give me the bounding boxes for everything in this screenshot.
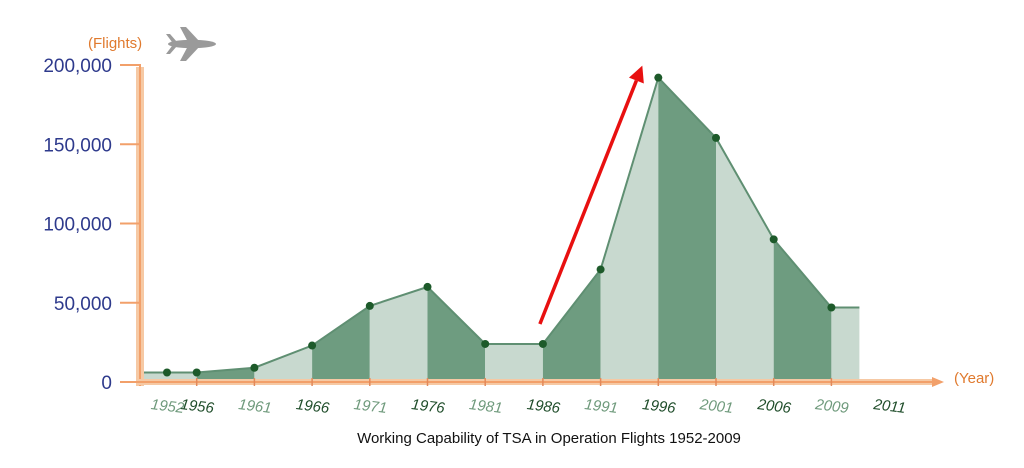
x-tick-label: 1966 — [295, 396, 331, 417]
area-band — [542, 269, 601, 382]
x-tick-label: 2006 — [756, 396, 793, 417]
axes-layer — [120, 64, 944, 387]
area-band — [427, 286, 486, 382]
x-tick-label: 2011 — [872, 396, 907, 417]
x-tick-label: 1971 — [353, 396, 388, 417]
data-point-1966 — [308, 341, 317, 350]
y-tick-label: 0 — [101, 373, 112, 394]
area-band — [312, 305, 370, 382]
area-band — [600, 77, 659, 383]
data-point-2001 — [712, 133, 720, 142]
line-layer — [139, 75, 860, 374]
data-point-2009 — [827, 303, 836, 312]
data-point-1981 — [481, 339, 490, 348]
x-tick-label: 1996 — [641, 396, 677, 417]
highlight-arrow-head — [628, 65, 644, 84]
x-tick-label: 2009 — [813, 396, 850, 417]
data-point-1976 — [423, 282, 432, 291]
area-band — [658, 77, 716, 383]
area-band — [254, 345, 313, 382]
band-layer — [139, 77, 860, 383]
x-tick-label: 1991 — [584, 396, 619, 417]
x-tick-label: 1952 — [150, 396, 186, 417]
x-axis-arrowhead — [932, 377, 944, 387]
y-tick-label: 100,000 — [43, 215, 112, 236]
data-point-1961 — [250, 363, 259, 372]
y-tick-label: 200,000 — [43, 56, 112, 77]
data-point-1986 — [538, 339, 547, 348]
x-tick-label: 1976 — [410, 396, 446, 417]
data-point-1952 — [163, 368, 171, 377]
data-point-2006 — [769, 235, 778, 244]
airplane-icon — [166, 27, 216, 61]
x-axis-unit-label: (Year) — [954, 370, 994, 387]
highlight-arrow-shaft — [538, 79, 639, 325]
area-band — [773, 239, 832, 382]
chart-title: Working Capability of TSA in Operation F… — [357, 430, 741, 447]
area-band — [716, 137, 774, 382]
area-band — [485, 343, 543, 382]
x-tick-label: 2001 — [698, 396, 734, 417]
data-point-1991 — [596, 265, 605, 274]
area-band — [369, 286, 428, 382]
area-band — [831, 307, 860, 382]
x-tick-label: 1961 — [237, 396, 272, 417]
data-point-1956 — [192, 368, 201, 377]
x-tick-label: 1986 — [526, 396, 562, 417]
y-tick-label: 150,000 — [43, 135, 112, 156]
x-tick-label: 1956 — [180, 396, 216, 417]
x-tick-label: 1981 — [468, 396, 503, 417]
y-axis-unit-label: (Flights) — [88, 35, 142, 52]
data-point-1971 — [365, 301, 374, 310]
point-layer — [163, 73, 836, 377]
data-point-1996 — [654, 73, 663, 82]
y-tick-label: 50,000 — [54, 294, 112, 315]
highlight-arrow-layer — [538, 65, 644, 325]
series-line — [139, 75, 860, 374]
